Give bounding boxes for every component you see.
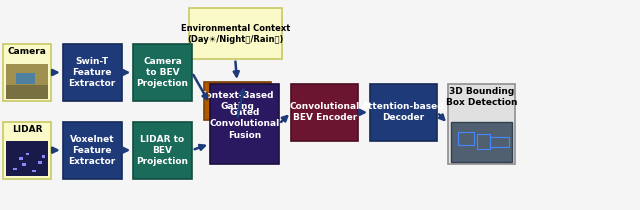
FancyBboxPatch shape bbox=[16, 73, 35, 84]
FancyBboxPatch shape bbox=[291, 84, 358, 141]
FancyBboxPatch shape bbox=[3, 122, 51, 178]
FancyBboxPatch shape bbox=[6, 64, 48, 99]
FancyBboxPatch shape bbox=[19, 157, 23, 160]
FancyBboxPatch shape bbox=[133, 44, 192, 101]
Text: LIDAR to
BEV
Projection: LIDAR to BEV Projection bbox=[136, 135, 189, 166]
Text: Environmental Context
(Day☀/Night🌕/Rain🌧): Environmental Context (Day☀/Night🌕/Rain🌧… bbox=[180, 24, 290, 44]
FancyBboxPatch shape bbox=[32, 170, 36, 172]
Text: Voxelnet
Feature
Extractor: Voxelnet Feature Extractor bbox=[68, 135, 116, 166]
FancyBboxPatch shape bbox=[42, 155, 45, 158]
FancyBboxPatch shape bbox=[26, 153, 29, 155]
FancyBboxPatch shape bbox=[6, 141, 48, 176]
FancyBboxPatch shape bbox=[38, 161, 42, 164]
FancyBboxPatch shape bbox=[448, 84, 515, 164]
FancyBboxPatch shape bbox=[3, 44, 51, 101]
Text: Gated
Convolutional
Fusion: Gated Convolutional Fusion bbox=[209, 108, 280, 139]
Text: Context-Based
Gating: Context-Based Gating bbox=[200, 91, 275, 111]
Text: LIDAR: LIDAR bbox=[12, 125, 42, 134]
FancyBboxPatch shape bbox=[22, 163, 26, 166]
Text: 3D Bounding
Box Detection: 3D Bounding Box Detection bbox=[446, 87, 517, 106]
FancyBboxPatch shape bbox=[6, 84, 48, 99]
FancyBboxPatch shape bbox=[189, 8, 282, 59]
Text: Swin-T
Feature
Extractor: Swin-T Feature Extractor bbox=[68, 57, 116, 88]
FancyBboxPatch shape bbox=[133, 122, 192, 178]
Text: Camera
to BEV
Projection: Camera to BEV Projection bbox=[136, 57, 189, 88]
FancyBboxPatch shape bbox=[210, 84, 279, 164]
FancyBboxPatch shape bbox=[451, 122, 512, 162]
Text: Attention-based
Decoder: Attention-based Decoder bbox=[362, 102, 445, 122]
FancyBboxPatch shape bbox=[63, 122, 122, 178]
FancyBboxPatch shape bbox=[63, 44, 122, 101]
Text: Convolutional
BEV Encoder: Convolutional BEV Encoder bbox=[290, 102, 360, 122]
Text: Camera: Camera bbox=[8, 47, 47, 56]
FancyBboxPatch shape bbox=[370, 84, 437, 141]
FancyBboxPatch shape bbox=[204, 82, 271, 120]
FancyBboxPatch shape bbox=[13, 168, 17, 170]
